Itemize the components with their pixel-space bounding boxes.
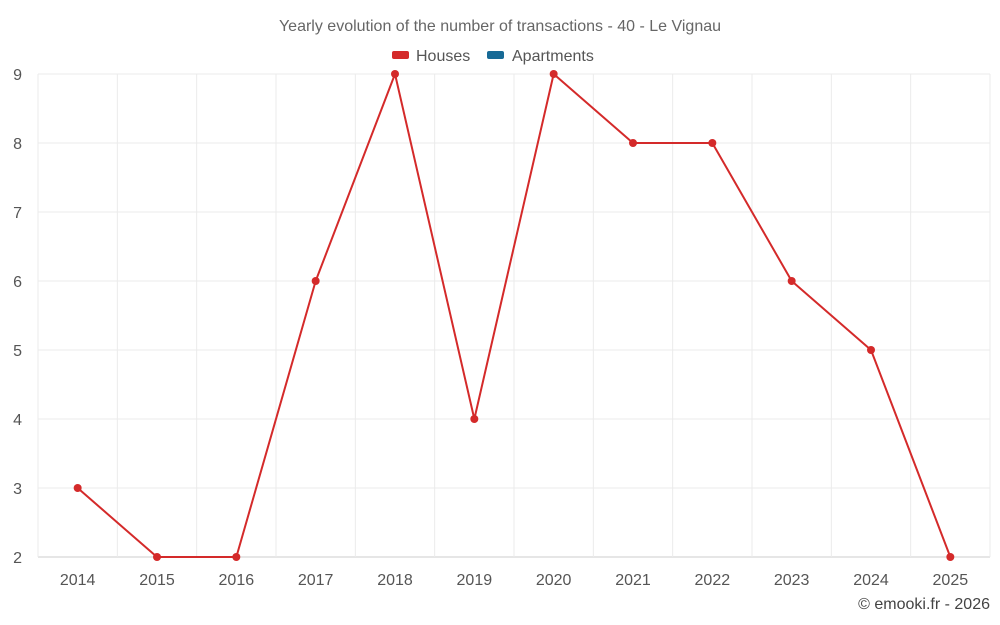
x-tick-label: 2016 <box>219 572 255 589</box>
series-line-houses <box>77 73 952 558</box>
chart-title: Yearly evolution of the number of transa… <box>279 18 721 35</box>
x-tick-label: 2020 <box>536 572 572 589</box>
legend-item-apartments[interactable]: Apartments <box>487 48 594 65</box>
y-tick-label: 5 <box>13 343 22 360</box>
y-tick-label: 6 <box>13 274 22 291</box>
y-tick-label: 4 <box>13 412 22 429</box>
x-tick-label: 2018 <box>377 572 413 589</box>
data-point[interactable] <box>311 277 320 285</box>
legend-swatch-houses <box>392 51 409 59</box>
legend-item-houses[interactable]: Houses <box>392 48 470 65</box>
data-point[interactable] <box>470 415 479 423</box>
x-tick-label: 2017 <box>298 572 334 589</box>
data-point[interactable] <box>629 139 637 147</box>
legend-label-apartments: Apartments <box>512 48 594 65</box>
data-point[interactable] <box>787 277 796 285</box>
x-axis-ticks: 2014 2015 2016 2017 2018 2019 2020 2021 2022 2023… <box>60 572 968 589</box>
x-tick-label: 2014 <box>60 572 96 589</box>
data-point[interactable] <box>391 70 399 78</box>
data-point[interactable] <box>153 553 161 561</box>
y-tick-label: 7 <box>13 205 22 222</box>
gridlines <box>37 73 991 558</box>
credit-text: © emooki.fr - 2026 <box>858 596 990 613</box>
y-tick-label: 9 <box>13 67 22 84</box>
legend: Houses Apartments <box>392 48 594 65</box>
x-tick-label: 2022 <box>695 572 731 589</box>
x-tick-label: 2019 <box>457 572 493 589</box>
data-point[interactable] <box>232 553 241 561</box>
series-houses <box>73 70 955 561</box>
data-point[interactable] <box>73 484 82 492</box>
data-point[interactable] <box>708 139 717 147</box>
y-tick-label: 8 <box>13 136 22 153</box>
x-tick-label: 2025 <box>933 572 969 589</box>
y-tick-label: 3 <box>13 481 22 498</box>
x-tick-label: 2015 <box>139 572 175 589</box>
y-axis-ticks: 2 3 4 5 6 7 8 9 <box>13 67 22 567</box>
data-point[interactable] <box>549 70 558 78</box>
legend-swatch-apartments <box>487 51 504 59</box>
data-point[interactable] <box>946 553 955 561</box>
data-point[interactable] <box>867 346 875 354</box>
x-tick-label: 2021 <box>615 572 651 589</box>
x-tick-label: 2023 <box>774 572 810 589</box>
legend-label-houses: Houses <box>416 48 470 65</box>
x-tick-label: 2024 <box>853 572 889 589</box>
y-tick-label: 2 <box>13 550 22 567</box>
